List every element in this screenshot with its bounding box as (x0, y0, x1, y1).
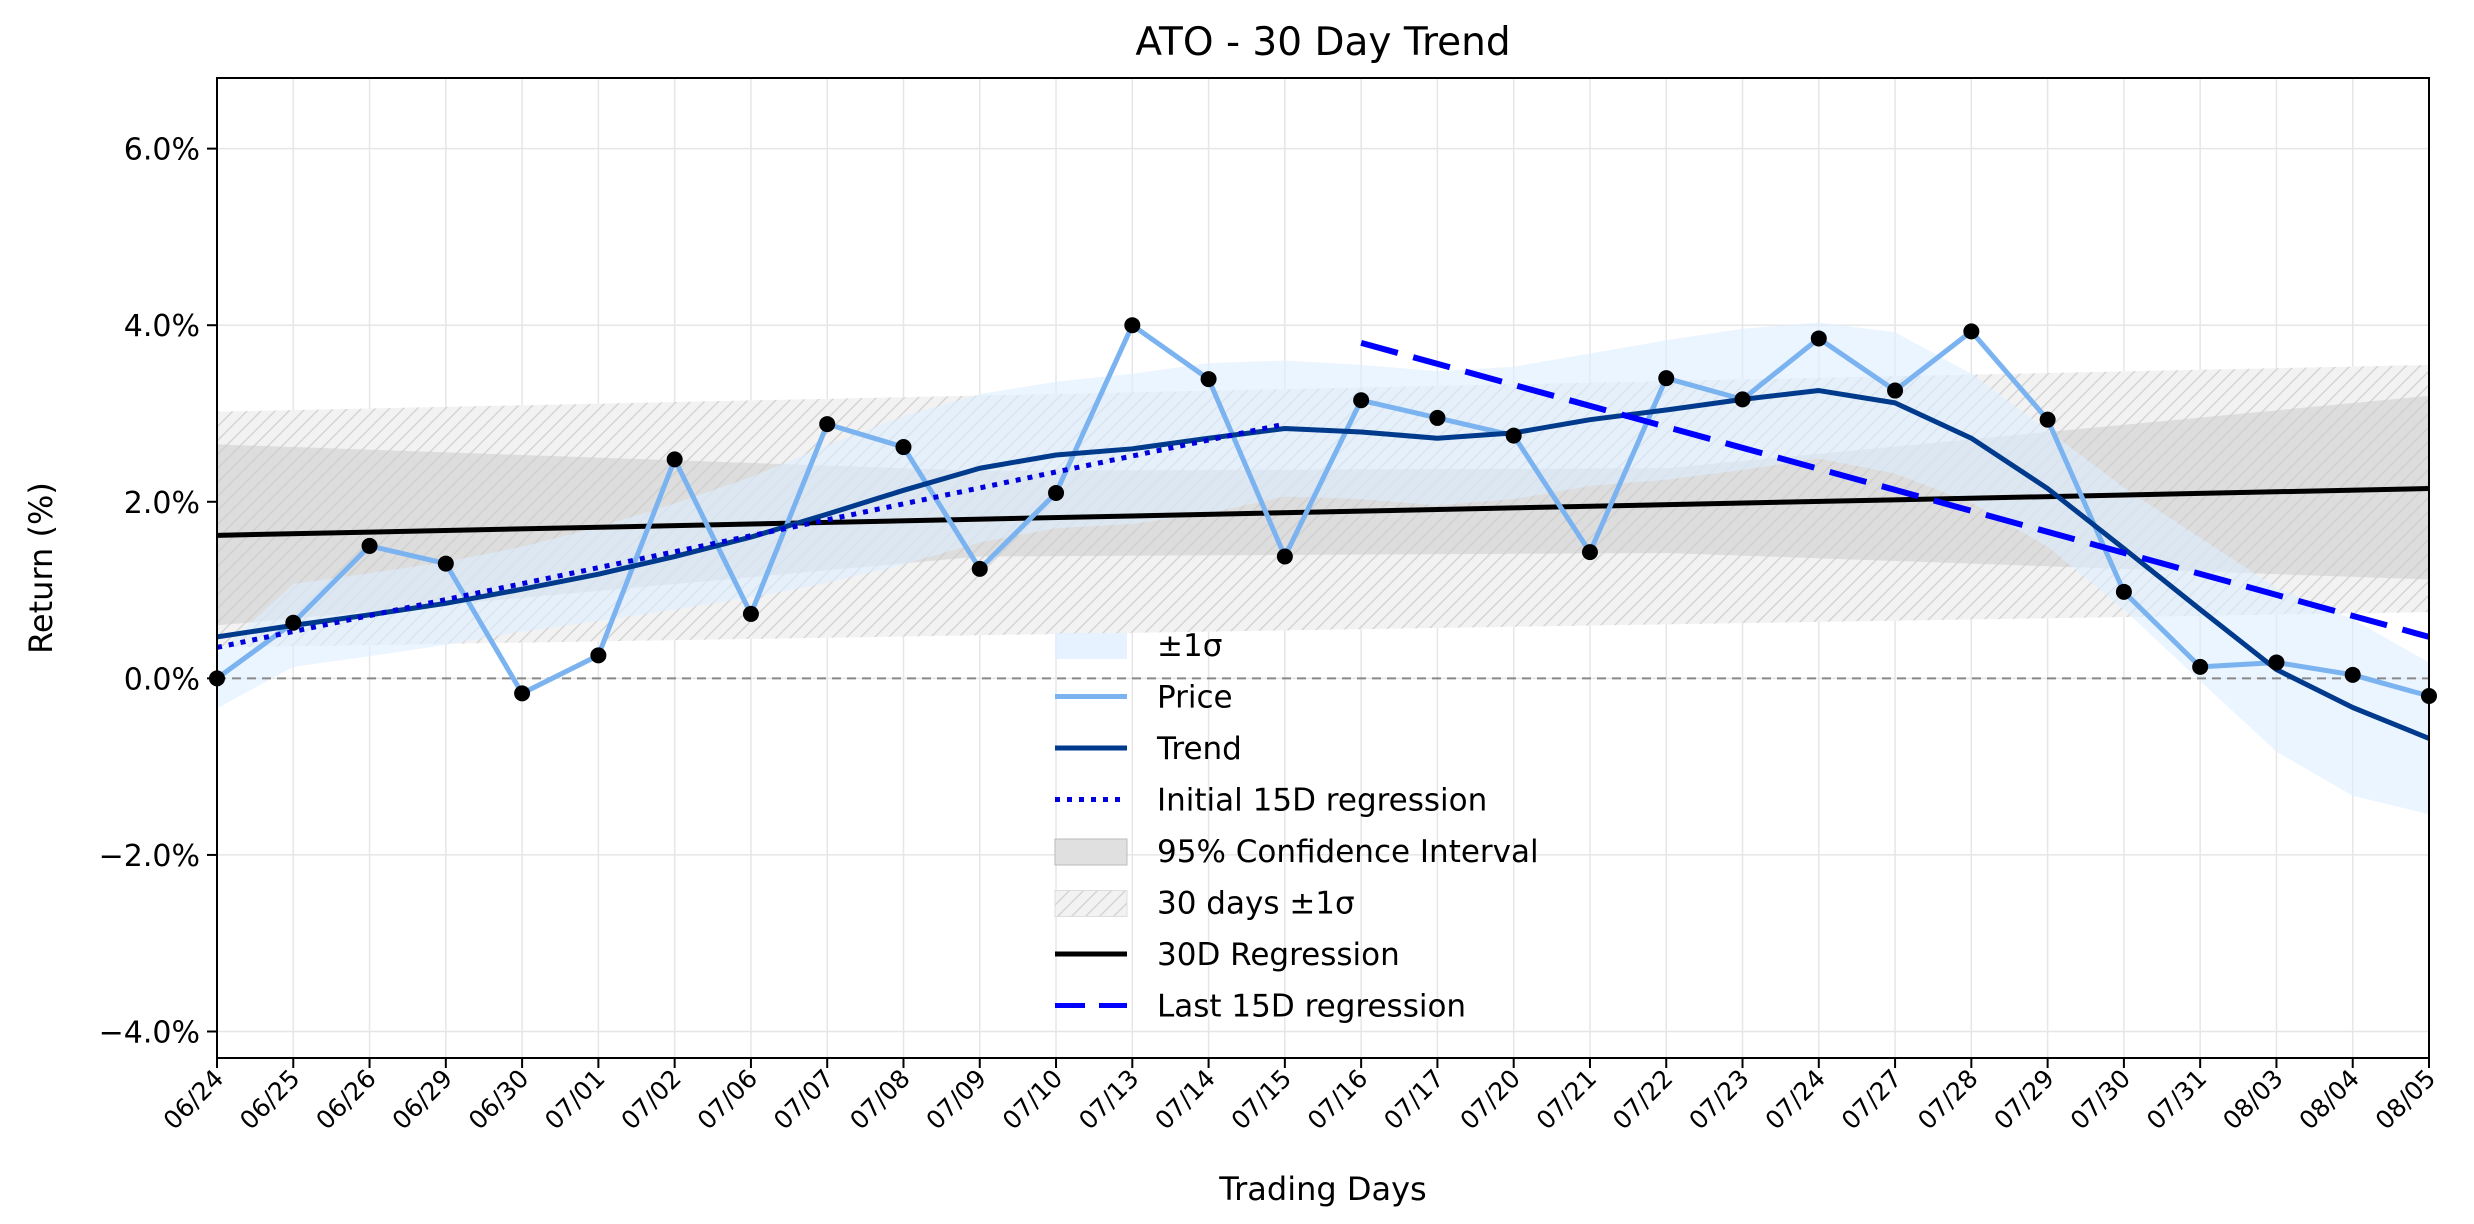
series-lines (217, 322, 2429, 741)
plot-frame (216, 77, 2430, 1059)
x-tick-label: 07/31 (2141, 1064, 2212, 1135)
x-tick-label: 07/06 (692, 1064, 763, 1135)
legend-label: 95% Confidence Interval (1157, 834, 1539, 870)
legend-label: ±1σ (1157, 628, 1222, 664)
y-axis-label: Return (%) (22, 482, 60, 654)
price-point (1124, 317, 1141, 334)
y-tick-label: −2.0% (99, 839, 200, 874)
x-tick-label: 06/24 (158, 1064, 229, 1135)
price-point (1353, 392, 1370, 409)
line-price (217, 322, 2429, 699)
line-initial-15d (217, 421, 1286, 650)
price-point (2192, 658, 2209, 675)
x-tick-label: 07/29 (1988, 1064, 2059, 1135)
x-tick-label: 07/27 (1836, 1064, 1907, 1135)
x-tick-label: 07/23 (1683, 1064, 1754, 1135)
x-tick-label: 07/13 (1073, 1064, 1144, 1135)
x-tick-label: 08/03 (2217, 1064, 2288, 1135)
price-point (666, 451, 683, 468)
x-tick-label: 07/01 (539, 1064, 610, 1135)
price-point (819, 416, 836, 433)
x-tick-label: 07/16 (1302, 1064, 1373, 1135)
x-tick-label: 06/26 (310, 1064, 381, 1135)
legend-swatch (1054, 890, 1128, 917)
legend-label: Price (1157, 680, 1233, 716)
price-point (1505, 427, 1522, 444)
price-point (1048, 484, 1065, 501)
x-tick-label: 06/25 (234, 1064, 305, 1135)
x-axis-label: Trading Days (1218, 1170, 1426, 1208)
band-sigma (217, 322, 2429, 815)
x-tick-label: 08/04 (2294, 1064, 2365, 1135)
x-tick-label: 07/22 (1607, 1064, 1678, 1135)
y-tick-label: 2.0% (124, 486, 200, 521)
x-tick-label: 07/17 (1378, 1064, 1449, 1135)
x-tick-label: 07/21 (1531, 1064, 1602, 1135)
price-point (590, 647, 607, 664)
price-point (2344, 666, 2361, 683)
price-point (2115, 583, 2132, 600)
line-last-15d (1360, 339, 2429, 640)
x-tick-label: 07/08 (844, 1064, 915, 1135)
price-point (1200, 371, 1217, 388)
legend-swatch (1055, 633, 1127, 659)
x-tick-label: 07/09 (921, 1064, 992, 1135)
chart-title: ATO - 30 Day Trend (1135, 20, 1510, 65)
price-point (285, 614, 302, 631)
price-point (437, 555, 454, 572)
price-point (514, 685, 531, 702)
price-point (1810, 330, 1827, 347)
price-point (2039, 411, 2056, 428)
price-point (895, 439, 912, 456)
price-point (2268, 654, 2285, 671)
legend-label: 30D Regression (1157, 937, 1400, 973)
price-point (1276, 548, 1293, 565)
price-point (361, 537, 378, 554)
x-tick-label: 07/28 (1912, 1064, 1983, 1135)
line-trend (217, 388, 2429, 741)
price-markers (209, 317, 2437, 705)
x-tick-label: 07/30 (2065, 1064, 2136, 1135)
x-tick-label: 07/10 (997, 1064, 1068, 1135)
price-point (1963, 323, 1980, 340)
price-point (971, 560, 988, 577)
x-tick-label: 07/02 (615, 1064, 686, 1135)
y-tick-label: −4.0% (99, 1016, 200, 1051)
price-point (1734, 391, 1751, 408)
y-tick-label: 4.0% (124, 309, 200, 344)
price-point (742, 605, 759, 622)
x-tick-label: 06/29 (387, 1064, 458, 1135)
price-point (1581, 544, 1598, 561)
legend-label: Initial 15D regression (1157, 783, 1487, 819)
legend: ±1σ Price Trend Initial 15D regression 95% C… (1054, 628, 1539, 1025)
x-tick-label: 07/24 (1760, 1064, 1831, 1135)
legend-swatch (1054, 838, 1128, 866)
price-point (1429, 409, 1446, 426)
price-point (1658, 370, 1675, 387)
x-tick-label: 08/05 (2370, 1064, 2441, 1135)
y-tick-label: 6.0% (124, 133, 200, 168)
x-tick-label: 06/30 (463, 1064, 534, 1135)
price-point (1887, 382, 1904, 399)
bands (217, 322, 2429, 815)
x-tick-label: 07/07 (768, 1064, 839, 1135)
y-tick-label: 0.0% (124, 662, 200, 697)
legend-label: 30 days ±1σ (1157, 886, 1355, 922)
x-tick-label: 07/20 (1454, 1064, 1525, 1135)
x-tick-label: 07/14 (1149, 1064, 1220, 1135)
legend-label: Trend (1156, 731, 1242, 767)
legend-label: Last 15D regression (1157, 989, 1466, 1025)
x-tick-label: 07/15 (1226, 1064, 1297, 1135)
